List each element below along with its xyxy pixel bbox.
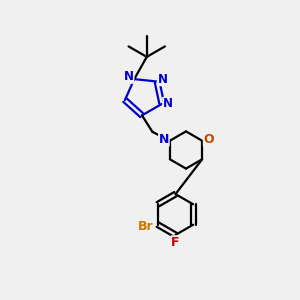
Text: N: N: [159, 133, 169, 146]
Text: F: F: [171, 236, 180, 249]
Text: O: O: [203, 133, 214, 146]
Text: N: N: [163, 98, 173, 110]
Text: N: N: [158, 73, 167, 85]
Text: N: N: [124, 70, 134, 83]
Text: Br: Br: [137, 220, 153, 233]
